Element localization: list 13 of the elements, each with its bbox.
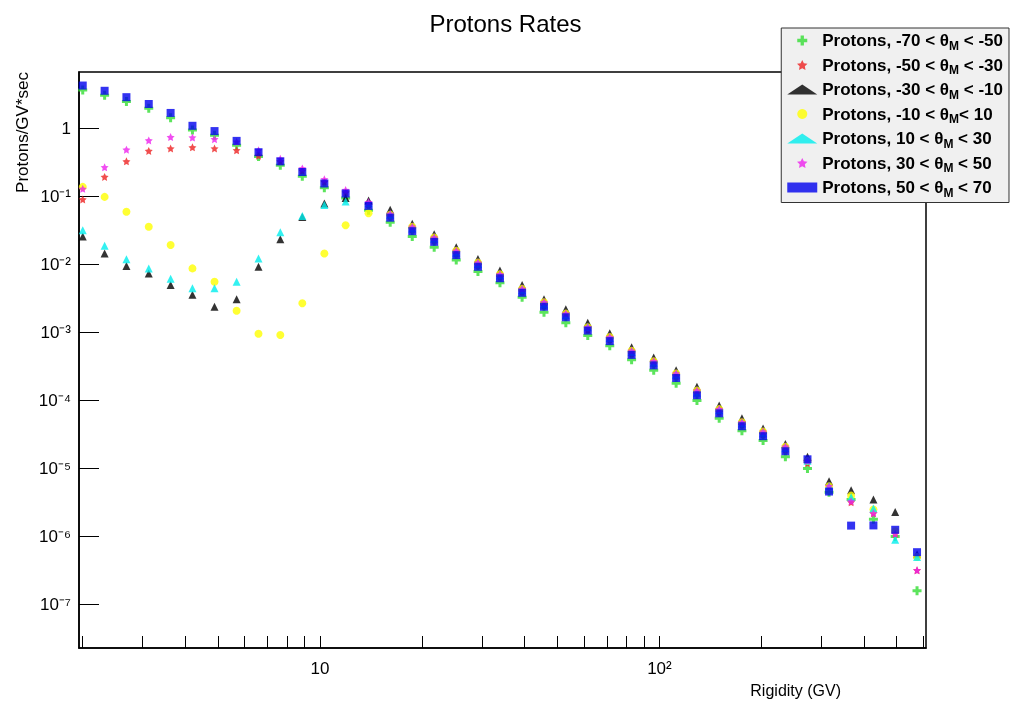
- y-tick-label: 10⁻⁷: [39, 595, 71, 615]
- y-tick-label: 10⁻⁶: [39, 527, 71, 547]
- x-axis-title: Rigidity (GV): [750, 681, 841, 699]
- x-tick-label: 10: [310, 659, 330, 678]
- y-tick-label: 10⁻¹: [40, 187, 72, 207]
- chart-title: Protons Rates: [429, 9, 582, 37]
- y-tick-label: 10⁻⁵: [39, 459, 71, 479]
- y-axis-title: Protons/GV*sec: [13, 71, 32, 193]
- y-tick-label: 10⁻³: [40, 323, 72, 343]
- x-tick-label: 10²: [647, 659, 673, 678]
- y-tick-label: 1: [61, 119, 71, 139]
- y-tick-label: 10⁻²: [40, 255, 72, 275]
- y-tick-label: 10⁻⁴: [38, 391, 71, 411]
